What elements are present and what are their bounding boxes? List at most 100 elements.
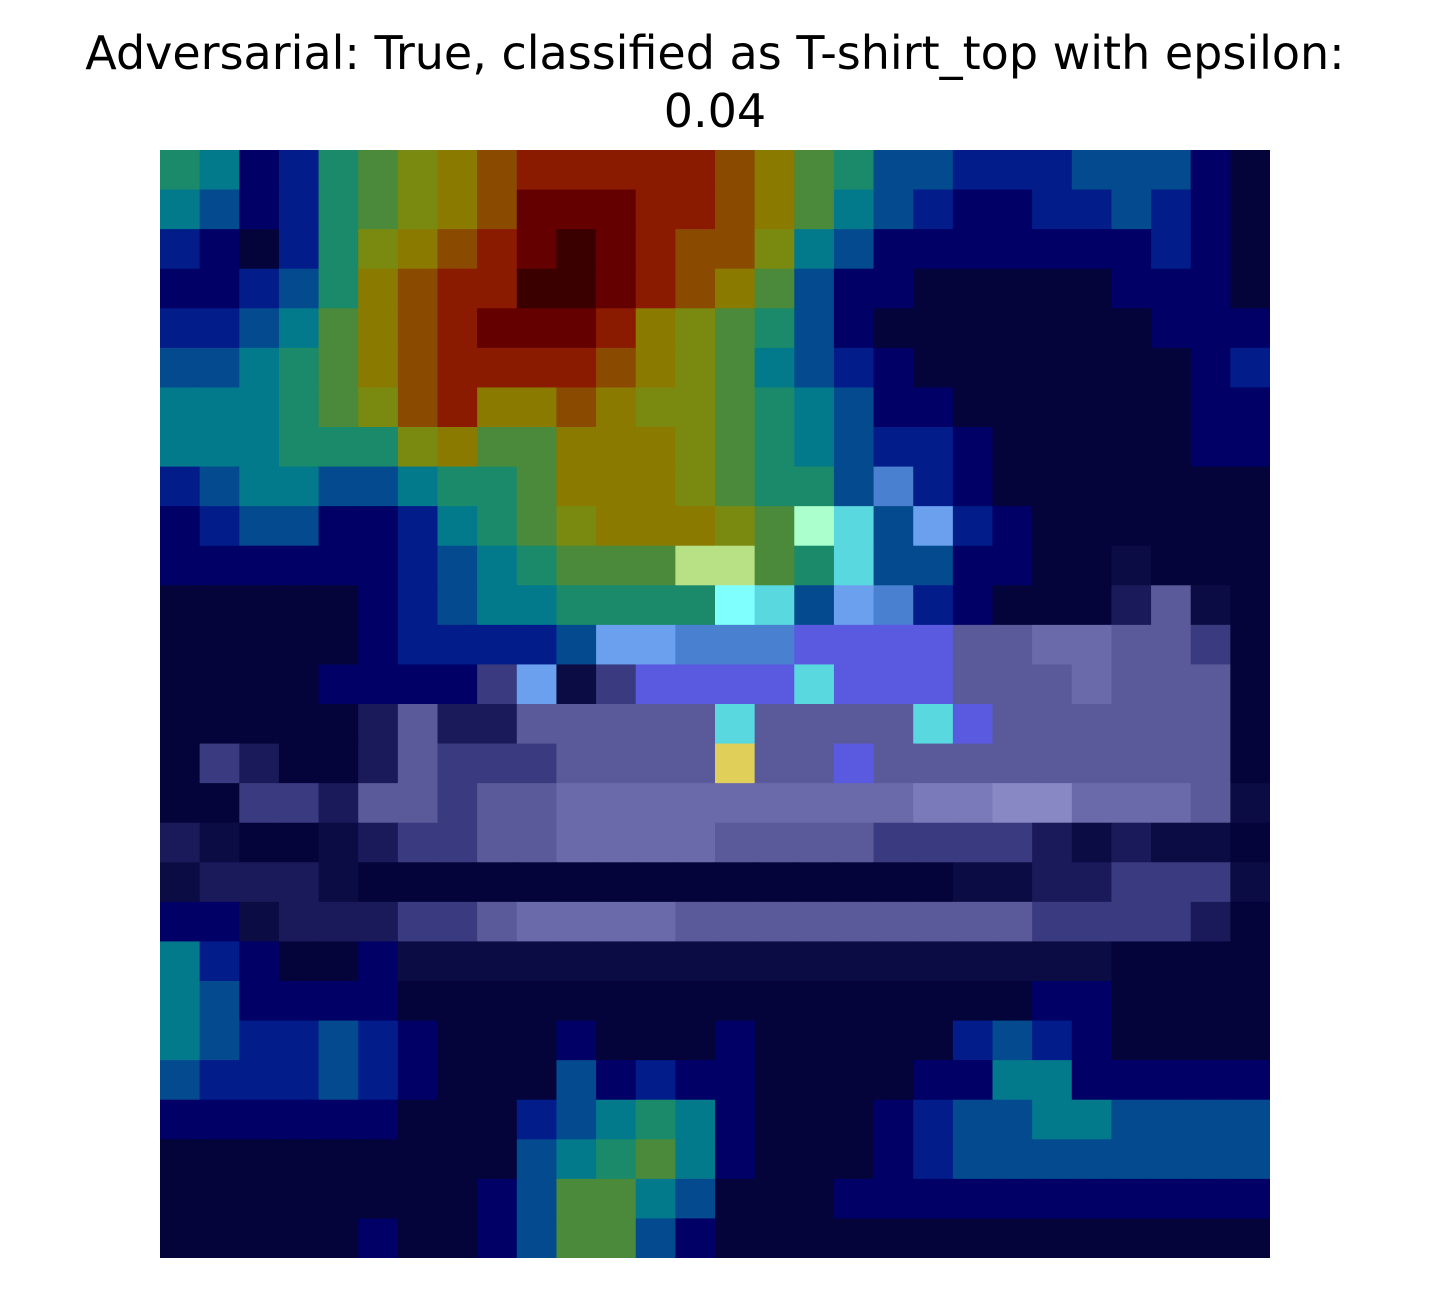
- heatmap-cell: [1111, 783, 1152, 824]
- heatmap-cell: [516, 981, 558, 1022]
- heatmap-cell: [952, 901, 994, 943]
- heatmap-cell: [437, 1178, 478, 1220]
- heatmap-cell: [1071, 1139, 1113, 1180]
- heatmap-cell: [239, 1060, 280, 1101]
- heatmap-cell: [596, 1139, 637, 1180]
- heatmap-cell: [477, 229, 518, 270]
- heatmap-cell: [833, 189, 875, 230]
- heatmap-cell: [318, 506, 359, 547]
- heatmap-cell: [715, 783, 756, 824]
- heatmap-cell: [635, 704, 676, 745]
- heatmap-cell: [199, 229, 240, 270]
- heatmap-cell: [516, 624, 558, 666]
- heatmap-cell: [477, 1139, 518, 1180]
- heatmap-cell: [477, 783, 518, 824]
- heatmap-cell: [199, 308, 240, 349]
- heatmap-cell: [318, 150, 359, 191]
- heatmap-cell: [1032, 1020, 1073, 1061]
- heatmap-cell: [833, 941, 875, 982]
- heatmap-cell: [1190, 585, 1231, 626]
- heatmap-cell: [635, 189, 676, 230]
- heatmap-cell: [913, 150, 954, 191]
- heatmap-cell: [477, 1060, 518, 1101]
- heatmap-cell: [318, 1178, 359, 1220]
- heatmap-cell: [278, 585, 320, 626]
- heatmap-cell: [437, 308, 478, 349]
- heatmap-cell: [358, 1060, 399, 1101]
- heatmap-cell: [397, 229, 439, 270]
- heatmap-cell: [556, 624, 597, 666]
- heatmap-cell: [477, 150, 518, 191]
- heatmap-cell: [556, 268, 597, 309]
- heatmap-cell: [1230, 862, 1270, 903]
- heatmap-cell: [596, 1099, 637, 1140]
- heatmap-cell: [1190, 981, 1231, 1022]
- heatmap-cell: [754, 229, 795, 270]
- heatmap-cell: [397, 1020, 439, 1061]
- heatmap-cell: [992, 941, 1033, 982]
- heatmap-cell: [1151, 427, 1192, 468]
- heatmap-cell: [477, 466, 518, 507]
- heatmap-cell: [715, 506, 756, 547]
- heatmap-cell: [952, 308, 994, 349]
- heatmap-cell: [278, 664, 320, 705]
- heatmap-cell: [1032, 1139, 1073, 1180]
- heatmap-cell: [1151, 981, 1192, 1022]
- heatmap-cell: [1032, 466, 1073, 507]
- heatmap-cell: [318, 862, 359, 903]
- heatmap-cell: [278, 783, 320, 824]
- heatmap-cell: [1151, 466, 1192, 507]
- heatmap-cell: [675, 347, 716, 389]
- heatmap-cell: [516, 901, 558, 943]
- heatmap-cell: [1151, 901, 1192, 943]
- heatmap-cell: [437, 229, 478, 270]
- heatmap-cell: [635, 466, 676, 507]
- heatmap-cell: [397, 1060, 439, 1101]
- heatmap-cell: [239, 308, 280, 349]
- heatmap-cell: [635, 229, 676, 270]
- heatmap-cell: [715, 387, 756, 428]
- heatmap-cell: [556, 981, 597, 1022]
- heatmap-cell: [833, 664, 875, 705]
- heatmap-cell: [833, 901, 875, 943]
- heatmap-cell: [596, 862, 637, 903]
- heatmap-cell: [160, 1020, 201, 1061]
- heatmap-cell: [1071, 783, 1113, 824]
- heatmap-cell: [952, 427, 994, 468]
- heatmap-cell: [715, 901, 756, 943]
- heatmap-cell: [1111, 822, 1152, 863]
- heatmap-cell: [556, 1139, 597, 1180]
- heatmap-cell: [833, 268, 875, 309]
- heatmap-cell: [477, 1099, 518, 1140]
- heatmap-cell: [635, 862, 676, 903]
- heatmap-cell: [397, 427, 439, 468]
- heatmap-cell: [239, 704, 280, 745]
- heatmap-cell: [1230, 466, 1270, 507]
- heatmap-cell: [635, 506, 676, 547]
- heatmap-cell: [437, 347, 478, 389]
- heatmap-cell: [1190, 901, 1231, 943]
- heatmap-cell: [1032, 545, 1073, 586]
- heatmap-cell: [199, 427, 240, 468]
- heatmap-cell: [715, 704, 756, 745]
- heatmap-cell: [1190, 783, 1231, 824]
- heatmap-cell: [278, 506, 320, 547]
- heatmap-cell: [992, 981, 1033, 1022]
- heatmap-cell: [1230, 1139, 1270, 1180]
- heatmap-cell: [477, 347, 518, 389]
- heatmap-cell: [1151, 862, 1192, 903]
- heatmap-cell: [239, 1218, 280, 1258]
- heatmap-cell: [913, 1139, 954, 1180]
- heatmap-cell: [1111, 1020, 1152, 1061]
- heatmap-cell: [596, 1060, 637, 1101]
- heatmap-cell: [952, 664, 994, 705]
- heatmap-cell: [477, 901, 518, 943]
- heatmap-cell: [596, 743, 637, 784]
- heatmap-cell: [477, 545, 518, 586]
- heatmap-cell: [794, 1218, 835, 1258]
- heatmap-cell: [754, 981, 795, 1022]
- heatmap-cell: [992, 704, 1033, 745]
- heatmap-cell: [397, 901, 439, 943]
- heatmap-cell: [873, 308, 914, 349]
- heatmap-cell: [1071, 506, 1113, 547]
